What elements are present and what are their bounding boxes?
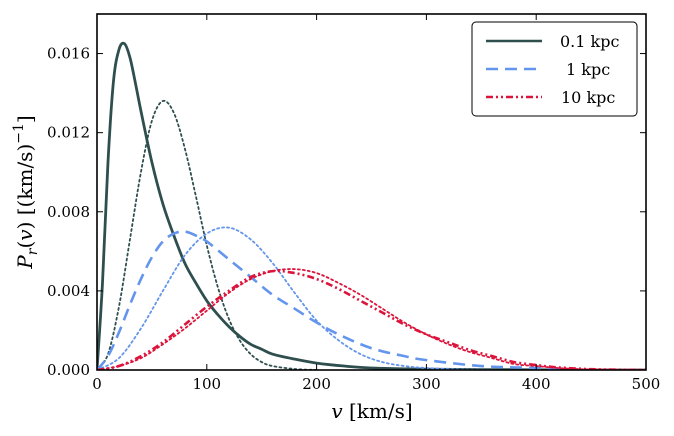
x-tick-label: 100 — [192, 375, 221, 393]
series-10-kpc-maxwellian — [97, 268, 646, 370]
y-tick-label: 0.008 — [47, 203, 90, 221]
y-tick-label: 0.004 — [47, 282, 90, 300]
plot-frame — [96, 13, 647, 371]
x-axis-label: v [km/s] — [331, 399, 412, 423]
legend-box — [471, 21, 638, 117]
tick-layer: 0 100 200 300 400 500 0.000 0.004 0.008 0.012 0.01… — [47, 14, 660, 393]
series-1-kpc — [97, 230, 646, 370]
y-axis-label: Pr(v) [(km/s)−1] — [11, 115, 41, 269]
series-0-1-kpc — [97, 41, 646, 370]
x-tick-label: 200 — [302, 375, 331, 393]
legend-label-1-kpc: 1 kpc — [566, 60, 610, 79]
series-1-kpc-maxwellian — [97, 226, 494, 370]
series-layer — [97, 41, 646, 370]
y-tick-label: 0.000 — [47, 361, 90, 379]
x-tick-label: 500 — [632, 375, 661, 393]
y-tick-label: 0.012 — [47, 124, 90, 142]
series-0-1-kpc-maxwellian — [97, 99, 318, 370]
x-tick-label: 300 — [412, 375, 441, 393]
legend-label-0-1-kpc: 0.1 kpc — [560, 32, 619, 51]
y-tick-label: 0.016 — [47, 45, 90, 63]
legend: 0.1 kpc 1 kpc 10 kpc — [471, 21, 638, 117]
legend-label-10-kpc: 10 kpc — [561, 88, 615, 107]
series-10-kpc — [97, 269, 646, 370]
x-tick-label: 0 — [92, 375, 102, 393]
x-tick-label: 400 — [522, 375, 551, 393]
